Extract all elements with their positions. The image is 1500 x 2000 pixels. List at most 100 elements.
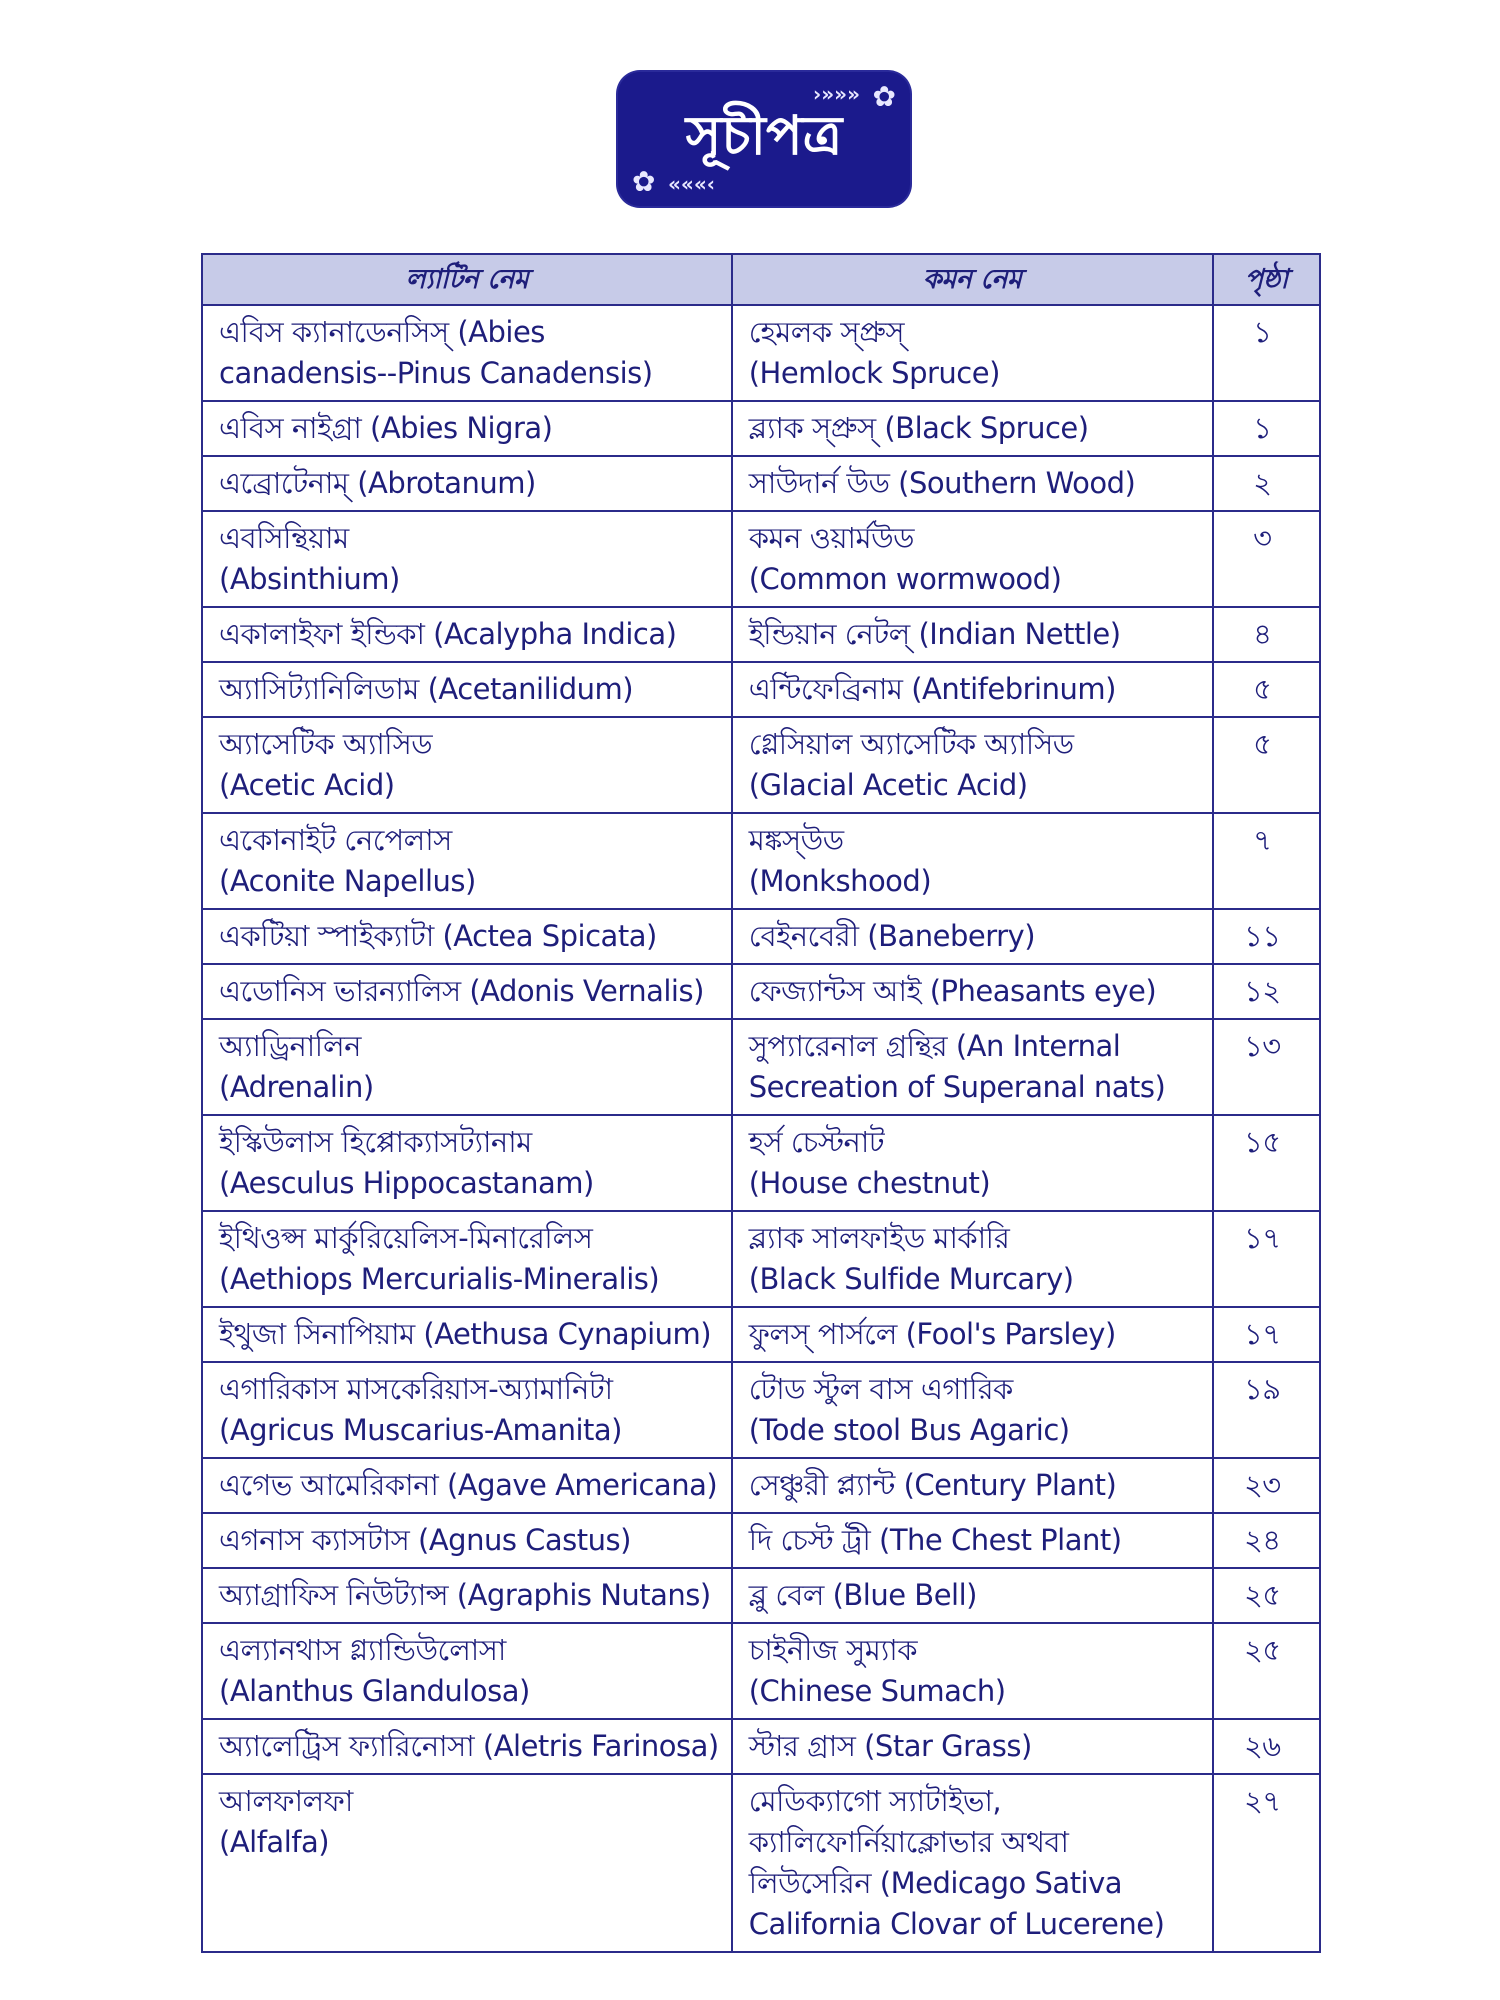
page-number-cell: ৭ xyxy=(1211,812,1322,910)
cell-line: ক্যালিফোর্নিয়াক্লোভার অথবা xyxy=(748,1825,1069,1859)
cell-line: আলফালফা xyxy=(219,1784,353,1818)
table-row: এবিস নাইগ্রা (Abies Nigra) ব্ল্যাক স্প্রু… xyxy=(201,400,1322,457)
common-name-cell: সাউদার্ন উড (Southern Wood) xyxy=(730,455,1214,512)
cell-line: একালাইফা ইন্ডিকা (Acalypha Indica) xyxy=(219,617,677,651)
cell-line: (Absinthium) xyxy=(219,562,400,596)
page-number-cell: ১২ xyxy=(1211,963,1322,1020)
common-name-cell: ব্লু বেল (Blue Bell) xyxy=(730,1567,1214,1624)
latin-name-cell: এল্যানথাস গ্ল্যান্ডিউলোসা (Alanthus Gland… xyxy=(201,1622,733,1720)
cell-line: (Acetic Acid) xyxy=(219,768,395,802)
page-number-cell: ৩ xyxy=(1211,510,1322,608)
cell-line: এবিস নাইগ্রা (Abies Nigra) xyxy=(219,411,553,445)
cell-line: একটিয়া স্পাইক্যাটা (Actea Spicata) xyxy=(219,919,657,953)
latin-name-cell: অ্যাগ্রাফিস নিউট্যান্স (Agraphis Nutans) xyxy=(201,1567,733,1624)
cell-line: (Alfalfa) xyxy=(219,1825,330,1859)
cell-line: Secreation of Superanal nats) xyxy=(748,1070,1166,1104)
table-row: অ্যালেট্রিস ফ্যারিনোসা (Aletris Farinosa… xyxy=(201,1718,1322,1775)
title-badge: ✿ ✿ «««‹ ›»»» সূচীপত্র xyxy=(618,72,910,206)
page-number-cell: ২৫ xyxy=(1211,1622,1322,1720)
common-name-cell: গ্লেসিয়াল অ্যাসেটিক অ্যাসিড (Glacial Ace… xyxy=(730,716,1214,814)
cell-line: অ্যাড্রিনালিন xyxy=(219,1029,361,1063)
cell-line: স্টার গ্রাস (Star Grass) xyxy=(748,1729,1033,1763)
common-name-cell: চাইনীজ সুম্যাক (Chinese Sumach) xyxy=(730,1622,1214,1720)
cell-line: অ্যালেট্রিস ফ্যারিনোসা (Aletris Farinosa… xyxy=(219,1729,719,1763)
page-number-cell: ২৫ xyxy=(1211,1567,1322,1624)
cell-line: হর্স চেস্টনাট xyxy=(748,1125,885,1159)
page-number-cell: ১ xyxy=(1211,304,1322,402)
common-name-cell: ব্ল্যাক সালফাইড মার্কারি (Black Sulfide M… xyxy=(730,1210,1214,1308)
cell-line: মঙ্কস্উড xyxy=(748,823,844,857)
latin-name-cell: এবিস নাইগ্রা (Abies Nigra) xyxy=(201,400,733,457)
table-row: অ্যাগ্রাফিস নিউট্যান্স (Agraphis Nutans)… xyxy=(201,1567,1322,1624)
cell-line: ইন্ডিয়ান নেটল্ (Indian Nettle) xyxy=(748,617,1121,651)
cell-line: canadensis--Pinus Canadensis) xyxy=(219,356,653,390)
page-title: সূচীপত্র xyxy=(685,104,843,167)
table-row: অ্যাসেটিক অ্যাসিড (Acetic Acid) গ্লেসিয়াল… xyxy=(201,716,1322,814)
page-number-cell: ১১ xyxy=(1211,908,1322,965)
page-number-cell: ২৬ xyxy=(1211,1718,1322,1775)
cell-line: ফুলস্ পার্সলে (Fool's Parsley) xyxy=(748,1317,1117,1351)
cell-line: সেঞ্চুরী প্ল্যান্ট (Century Plant) xyxy=(748,1468,1117,1502)
page-number-cell: ১৯ xyxy=(1211,1361,1322,1459)
common-name-cell: হর্স চেস্টনাট (House chestnut) xyxy=(730,1114,1214,1212)
common-name-cell: ব্ল্যাক স্প্রুস্ (Black Spruce) xyxy=(730,400,1214,457)
cell-line: এগারিকাস মাসকেরিয়াস-অ্যামানিটা xyxy=(219,1372,613,1406)
table-row: আলফালফা (Alfalfa) মেডিক্যাগো স্যাটাইভা, ক্য… xyxy=(201,1773,1322,1953)
common-name-cell: হেমলক স্প্রুস্ (Hemlock Spruce) xyxy=(730,304,1214,402)
cell-line: সাউদার্ন উড (Southern Wood) xyxy=(748,466,1136,500)
table-row: এব্রোটেনাম্ (Abrotanum) সাউদার্ন উড (Sout… xyxy=(201,455,1322,512)
page-number-cell: ১৫ xyxy=(1211,1114,1322,1212)
cell-line: (Black Sulfide Murcary) xyxy=(748,1262,1074,1296)
cell-line: সুপ্যারেনাল গ্রন্থির (An Internal xyxy=(748,1029,1121,1063)
cell-line: (Adrenalin) xyxy=(219,1070,374,1104)
page-number-cell: ১৩ xyxy=(1211,1018,1322,1116)
cell-line: (Aethiops Mercurialis-Mineralis) xyxy=(219,1262,660,1296)
page-number-cell: ২৭ xyxy=(1211,1773,1322,1953)
common-name-cell: সুপ্যারেনাল গ্রন্থির (An Internal Secreat… xyxy=(730,1018,1214,1116)
cell-line: এবসিন্থিয়াম xyxy=(219,521,349,555)
table-row: একালাইফা ইন্ডিকা (Acalypha Indica) ইন্ডিয… xyxy=(201,606,1322,663)
cell-line: California Clovar of Lucerene) xyxy=(748,1907,1165,1941)
common-name-cell: ফুলস্ পার্সলে (Fool's Parsley) xyxy=(730,1306,1214,1363)
latin-name-cell: একালাইফা ইন্ডিকা (Acalypha Indica) xyxy=(201,606,733,663)
latin-name-cell: আলফালফা (Alfalfa) xyxy=(201,1773,733,1953)
common-name-cell: স্টার গ্রাস (Star Grass) xyxy=(730,1718,1214,1775)
header-common-name: কমন নেম xyxy=(730,253,1214,306)
cell-line: টোড স্টুল বাস এগারিক xyxy=(748,1372,1014,1406)
cell-line: অ্যাসেটিক অ্যাসিড xyxy=(219,727,433,761)
latin-name-cell: এগারিকাস মাসকেরিয়াস-অ্যামানিটা (Agricus … xyxy=(201,1361,733,1459)
table-row: এগনাস ক্যাসটাস (Agnus Castus) দি চেস্ট ট্… xyxy=(201,1512,1322,1569)
cell-line: ব্ল্যাক স্প্রুস্ (Black Spruce) xyxy=(748,411,1089,445)
common-name-cell: ফেজ্যান্টস আই (Pheasants eye) xyxy=(730,963,1214,1020)
page-number-cell: ১৭ xyxy=(1211,1210,1322,1308)
cell-line: (House chestnut) xyxy=(748,1166,991,1200)
cell-line: ব্লু বেল (Blue Bell) xyxy=(748,1578,978,1612)
table-row: অ্যাড্রিনালিন (Adrenalin) সুপ্যারেনাল গ্রন… xyxy=(201,1018,1322,1116)
cell-line: (Tode stool Bus Agaric) xyxy=(748,1413,1070,1447)
page-number-cell: ২ xyxy=(1211,455,1322,512)
table-row: ইথুজা সিনাপিয়াম (Aethusa Cynapium) ফুলস্… xyxy=(201,1306,1322,1363)
common-name-cell: মেডিক্যাগো স্যাটাইভা, ক্যালিফোর্নিয়াক্লো… xyxy=(730,1773,1214,1953)
cell-line: গ্লেসিয়াল অ্যাসেটিক অ্যাসিড xyxy=(748,727,1074,761)
cell-line: এডোনিস ভারন্যালিস (Adonis Vernalis) xyxy=(219,974,704,1008)
latin-name-cell: অ্যাসেটিক অ্যাসিড (Acetic Acid) xyxy=(201,716,733,814)
latin-name-cell: এব্রোটেনাম্ (Abrotanum) xyxy=(201,455,733,512)
page-number-cell: ৫ xyxy=(1211,661,1322,718)
cell-line: এগেভ আমেরিকানা (Agave Americana) xyxy=(219,1468,718,1502)
common-name-cell: মঙ্কস্উড (Monkshood) xyxy=(730,812,1214,910)
header-latin-name: ল্যাটিন নেম xyxy=(201,253,733,306)
table-row: এডোনিস ভারন্যালিস (Adonis Vernalis) ফেজ্য… xyxy=(201,963,1322,1020)
common-name-cell: বেইনবেরী (Baneberry) xyxy=(730,908,1214,965)
table-row: এগারিকাস মাসকেরিয়াস-অ্যামানিটা (Agricus … xyxy=(201,1361,1322,1459)
cell-line: অ্যাগ্রাফিস নিউট্যান্স (Agraphis Nutans) xyxy=(219,1578,711,1612)
page-number-cell: ১৭ xyxy=(1211,1306,1322,1363)
cell-line: (Monkshood) xyxy=(748,864,932,898)
page-number-cell: ২৩ xyxy=(1211,1457,1322,1514)
latin-name-cell: ইথিওপ্স মার্কুরিয়েলিস-মিনারেলিস (Aethiop… xyxy=(201,1210,733,1308)
latin-name-cell: একটিয়া স্পাইক্যাটা (Actea Spicata) xyxy=(201,908,733,965)
table-row: এগেভ আমেরিকানা (Agave Americana) সেঞ্চুরী… xyxy=(201,1457,1322,1514)
common-name-cell: দি চেস্ট ট্রী (The Chest Plant) xyxy=(730,1512,1214,1569)
common-name-cell: এন্টিফেব্রিনাম (Antifebrinum) xyxy=(730,661,1214,718)
cell-line: (Hemlock Spruce) xyxy=(748,356,1001,390)
cell-line: মেডিক্যাগো স্যাটাইভা, xyxy=(748,1784,1002,1818)
